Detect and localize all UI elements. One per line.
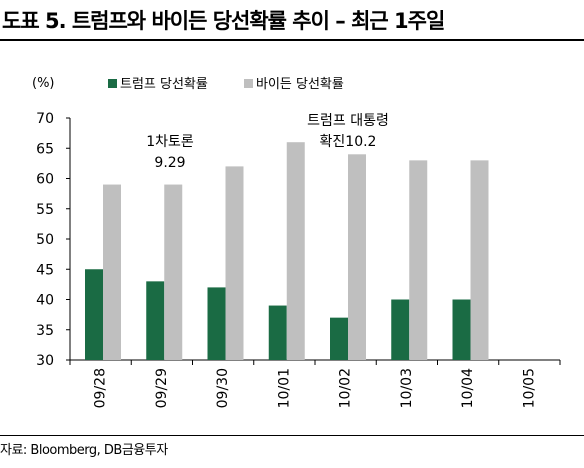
bar-trump bbox=[391, 299, 410, 360]
x-tick-label: 09/30 bbox=[215, 368, 231, 408]
legend-swatch bbox=[244, 79, 253, 88]
bar-trump bbox=[452, 299, 471, 360]
y-tick-label: 40 bbox=[36, 293, 54, 309]
x-tick-label: 10/03 bbox=[399, 368, 415, 408]
bar-trump bbox=[85, 269, 103, 360]
source-divider bbox=[0, 435, 584, 436]
x-tick-label: 10/04 bbox=[460, 368, 476, 408]
y-tick-label: 55 bbox=[36, 202, 54, 218]
legend-label: 트럼프 당선확률 bbox=[120, 77, 208, 92]
bar-trump bbox=[207, 287, 226, 360]
source-note: 자료: Bloomberg, DB금융투자 bbox=[0, 443, 168, 458]
y-tick-label: 35 bbox=[36, 323, 54, 339]
y-tick-label: 60 bbox=[36, 172, 54, 188]
chart-labels: 30 35 40 45 50 55 60 65 70 (%) 09/28 09/29 09/30 10/0… bbox=[32, 76, 537, 408]
bar-trump bbox=[268, 305, 287, 360]
x-tick-label: 09/29 bbox=[154, 368, 170, 408]
bar-biden bbox=[348, 154, 366, 360]
x-tick-label: 10/01 bbox=[276, 368, 292, 408]
bar-biden bbox=[409, 160, 428, 360]
legend-swatch bbox=[108, 79, 117, 88]
annotation-text: 트럼프 대통령 bbox=[307, 113, 389, 129]
x-tick-label: 10/02 bbox=[338, 368, 354, 408]
y-tick-label: 65 bbox=[36, 141, 54, 157]
y-tick-label: 45 bbox=[36, 262, 54, 278]
bar-trump bbox=[146, 281, 165, 360]
bar-biden bbox=[225, 166, 244, 360]
annotation-text: 9.29 bbox=[154, 155, 185, 171]
x-tick-label: 09/28 bbox=[93, 368, 109, 408]
y-unit-label: (%) bbox=[32, 76, 55, 91]
y-tick-label: 50 bbox=[36, 232, 54, 248]
annotation-text: 확진10.2 bbox=[320, 134, 377, 150]
y-tick-label: 30 bbox=[36, 353, 54, 369]
bar-biden bbox=[286, 142, 305, 360]
bar-biden bbox=[164, 184, 183, 360]
legend-label: 바이든 당선확률 bbox=[256, 77, 344, 92]
title-divider bbox=[0, 39, 584, 41]
bar-biden bbox=[470, 160, 489, 360]
chart-bars bbox=[85, 142, 489, 360]
chart-title: 도표 5. 트럼프와 바이든 당선확률 추이 – 최근 1주일 bbox=[2, 9, 445, 33]
bar-biden bbox=[103, 184, 121, 360]
y-tick-label: 70 bbox=[36, 111, 54, 127]
annotation-text: 1차토론 bbox=[146, 134, 194, 150]
x-tick-label: 10/05 bbox=[521, 368, 537, 408]
bar-trump bbox=[330, 317, 348, 360]
